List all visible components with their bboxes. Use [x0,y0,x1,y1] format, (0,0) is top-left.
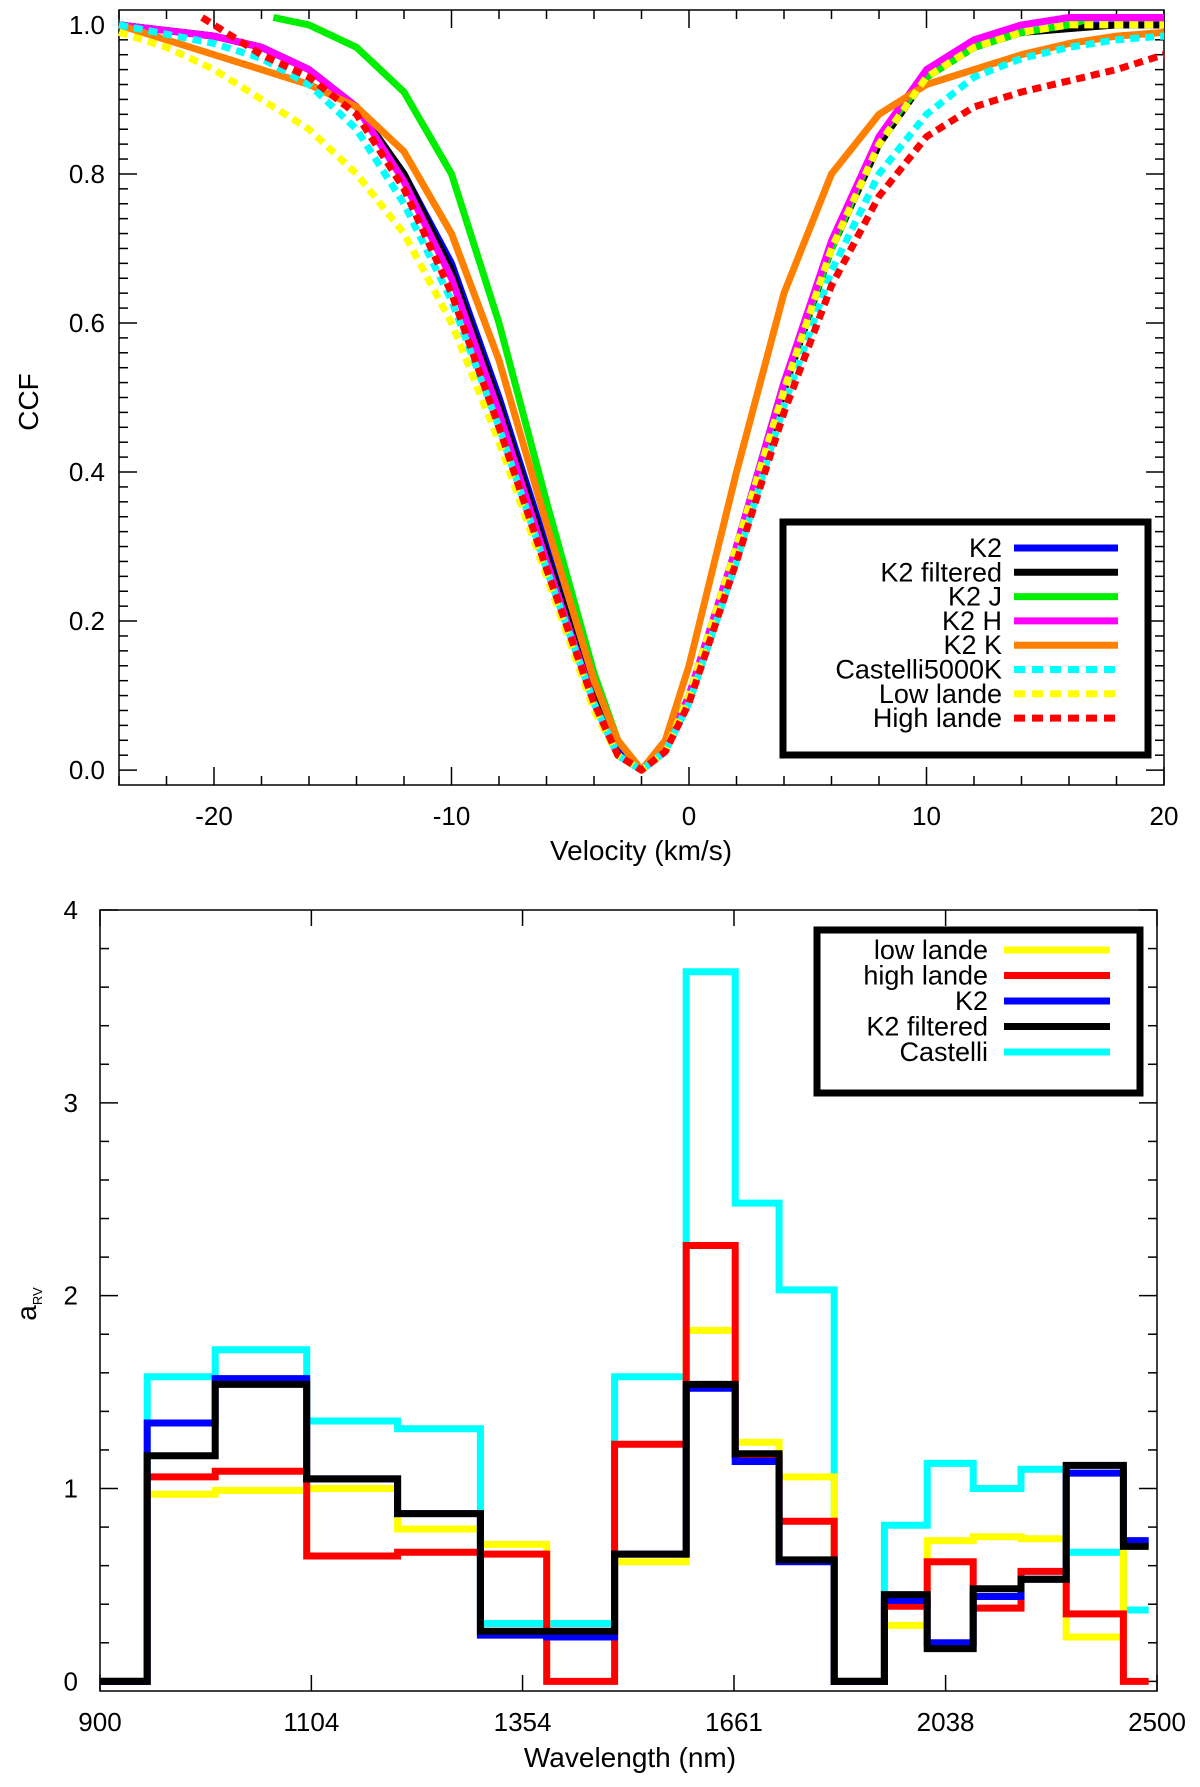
arv-y-tick-label: 4 [64,895,78,925]
ccf-x-tick-label: 0 [682,801,696,831]
ccf-y-tick-label: 0.4 [69,457,105,487]
ccf-series [117,14,1166,774]
arv-y-axis-label: aRV [11,1287,45,1321]
arv-y-axis-label-subscript: RV [30,1287,45,1305]
ccf-chart: -20 -10 0 10 20 0.0 0.2 0.4 0.6 0.8 1.0 Velocity (… [13,9,1179,866]
ccf-legend-label-k2: K2 [969,533,1002,563]
arv-series-step-k2 [100,1375,1149,1685]
arv-legend-label-low-lande: low lande [874,935,988,965]
ccf-y-tick-label: 0.2 [69,606,105,636]
arv-series [100,968,1149,1685]
arv-legend-label-k2-filtered: K2 filtered [866,1012,988,1042]
arv-y-tick-label: 1 [64,1474,78,1504]
ccf-x-tick-label: 10 [912,801,941,831]
ccf-legend-label-high-lande: High lande [873,703,1002,733]
ccf-x-axis-label: Velocity (km/s) [550,835,732,866]
arv-series-step-k2-filtered [100,1380,1149,1685]
arv-legend-label-k2: K2 [955,986,988,1016]
ccf-legend-label-k2-filtered: K2 filtered [880,557,1002,587]
ccf-legend-label-low-lande: Low lande [879,679,1002,709]
ccf-series-line-castelli5000k [118,21,1165,774]
ccf-tick-labels: -20 -10 0 10 20 0.0 0.2 0.4 0.6 0.8 1.0 [69,10,1179,831]
ccf-legend-label-k2-k: K2 K [943,630,1002,660]
ccf-y-axis-label: CCF [13,373,44,431]
arv-tick-labels: 900 1104 1354 1661 2038 2500 0 1 2 3 4 [64,895,1186,1737]
arv-legend-box [813,926,1144,1097]
ccf-y-tick-label: 0.6 [69,308,105,338]
ccf-y-tick-label: 0.8 [69,159,105,189]
arv-x-tick-label: 2038 [917,1707,975,1737]
arv-plot-frame [99,909,1158,1692]
arv-x-tick-label: 2500 [1128,1707,1186,1737]
arv-x-tick-label: 1354 [494,1707,552,1737]
ccf-legend-label-k2-j: K2 J [948,582,1002,612]
ccf-series-line-high-lande [200,14,1166,774]
ccf-x-tick-label: 20 [1150,801,1179,831]
ccf-legend-label-k2-h: K2 H [942,606,1002,636]
arv-y-tick-label: 2 [64,1281,78,1311]
arv-chart: 900 1104 1354 1661 2038 2500 0 1 2 3 4 Wavelength … [11,895,1186,1773]
arv-x-axis-label: Wavelength (nm) [524,1742,736,1773]
ccf-y-tick-label: 1.0 [69,10,105,40]
arv-y-tick-label: 3 [64,1088,78,1118]
arv-legend-label-high-lande: high lande [863,961,988,991]
ccf-x-tick-label: -20 [195,801,233,831]
arv-y-tick-label: 0 [64,1666,78,1696]
arv-y-axis-label-main: a [11,1305,42,1321]
arv-legend-label-castelli: Castelli [899,1037,988,1067]
arv-series-step-high-lande [100,1242,1149,1685]
ccf-x-tick-label: -10 [433,801,471,831]
arv-x-tick-label: 1104 [283,1707,339,1737]
ccf-legend-label-castelli5000k: Castelli5000K [835,655,1002,685]
ccf-y-tick-label: 0.0 [69,755,105,785]
arv-x-tick-label: 1661 [705,1707,763,1737]
arv-x-tick-label: 900 [78,1707,121,1737]
